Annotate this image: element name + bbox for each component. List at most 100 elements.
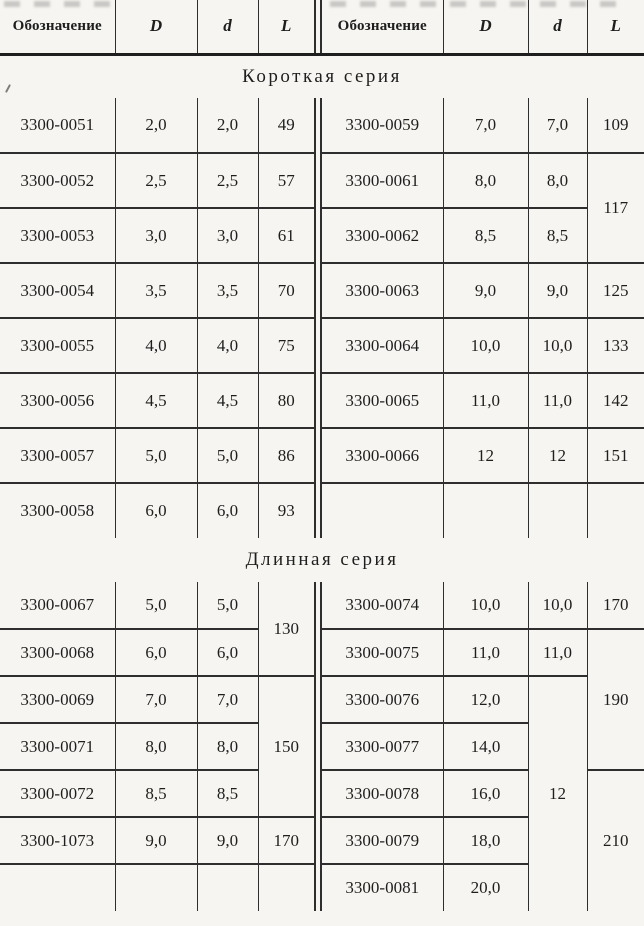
diameter-D-cell: 12 — [443, 428, 529, 484]
designation-cell: 3300-0074 — [321, 582, 444, 630]
diameter-d-cell: 11,0 — [528, 629, 588, 677]
length-L-cell: 70 — [258, 263, 315, 319]
center-divider — [314, 817, 322, 864]
diameter-d-cell: 9,0 — [197, 817, 259, 865]
table-row: 3300-0054 3,5 3,5 70 3300-0063 9,0 9,0 1… — [0, 263, 644, 319]
length-L-cell: 151 — [587, 428, 644, 484]
length-L-cell: 133 — [587, 318, 644, 374]
center-divider — [314, 582, 322, 629]
diameter-D-cell: 8,5 — [115, 770, 198, 818]
center-divider — [314, 373, 322, 428]
length-L-cell-merged: 210 — [603, 831, 629, 850]
center-divider — [314, 208, 322, 263]
table-row: 3300-0053 3,0 3,0 61 3300-0062 8,5 8,5 — [0, 208, 644, 264]
length-L-cell: 57 — [258, 153, 315, 209]
diameter-d-cell: 8,5 — [528, 208, 588, 264]
col-header-D-right: D — [443, 0, 529, 56]
designation-cell: 3300-0072 — [0, 770, 116, 818]
diameter-d-cell: 4,0 — [197, 318, 259, 374]
diameter-d-cell: 3,0 — [197, 208, 259, 264]
center-divider — [314, 770, 322, 817]
table-row: 3300-0069 7,0 7,0 150 3300-0076 12,0 12 — [0, 676, 644, 911]
center-divider — [314, 428, 322, 483]
col-header-designation-right: Обозначение — [321, 0, 444, 56]
diameter-D-cell: 6,0 — [115, 483, 198, 538]
col-header-d-right: d — [528, 0, 588, 56]
diameter-d-cell: 9,0 — [528, 263, 588, 319]
designation-cell: 3300-0056 — [0, 373, 116, 429]
center-divider — [314, 723, 322, 770]
designation-cell: 3300-0055 — [0, 318, 116, 374]
diameter-D-cell: 6,0 — [115, 629, 198, 677]
section-title-short-series: Короткая серия — [242, 65, 402, 87]
length-L-cell: 142 — [587, 373, 644, 429]
diameter-d-cell: 8,0 — [528, 153, 588, 209]
length-L-cell: 170 — [258, 817, 315, 865]
diameter-D-cell: 12,0 — [443, 676, 529, 724]
diameter-D-cell: 9,0 — [443, 263, 529, 319]
diameter-D-cell: 9,0 — [115, 817, 198, 865]
diameter-D-cell: 2,5 — [115, 153, 198, 209]
designation-cell: 3300-0079 — [321, 817, 444, 865]
designation-cell: 3300-0059 — [321, 98, 444, 154]
diameter-D-cell: 10,0 — [443, 582, 529, 630]
section-title-long-series: Длинная серия — [245, 549, 399, 570]
designation-cell: 3300-0069 — [0, 676, 116, 724]
designation-cell: 3300-0065 — [321, 373, 444, 429]
scan-artifact — [4, 1, 114, 7]
diameter-d-cell: 7,0 — [197, 676, 259, 724]
diameter-d-cell: 8,0 — [197, 723, 259, 771]
designation-cell: 3300-0081 — [321, 864, 444, 911]
length-L-cell: 109 — [587, 98, 644, 154]
diameter-D-cell: 5,0 — [115, 582, 198, 630]
col-header-L-right: L — [587, 0, 644, 56]
length-L-cell-merged: 150 — [258, 676, 315, 818]
col-header-d-left: d — [197, 0, 259, 56]
designation-cell: 3300-0051 — [0, 98, 116, 154]
table-row: 3300-0068 6,0 6,0 3300-0075 11,0 11,0 19… — [0, 629, 644, 771]
diameter-D-cell: 14,0 — [443, 723, 529, 771]
designation-cell: 3300-0053 — [0, 208, 116, 264]
col-header-L-left: L — [258, 0, 315, 56]
diameter-D-cell: 4,0 — [115, 318, 198, 374]
diameter-D-cell — [443, 483, 529, 538]
diameter-D-cell: 4,5 — [115, 373, 198, 429]
diameter-d-cell: 2,0 — [197, 98, 259, 154]
diameter-d-cell-merged: 12 — [528, 676, 588, 911]
table-row: 3300-0056 4,5 4,5 80 3300-0065 11,0 11,0… — [0, 373, 644, 429]
diameter-D-cell: 3,5 — [115, 263, 198, 319]
diameter-d-cell: 8,5 — [197, 770, 259, 818]
center-divider — [314, 864, 322, 911]
diameter-d-cell: 5,0 — [197, 582, 259, 630]
header-row: Обозначение D d L Обозначение D d L — [0, 0, 644, 56]
diameter-d-cell: 12 — [528, 428, 588, 484]
length-L-cell-merged: 190 — [587, 629, 644, 771]
diameter-D-cell: 16,0 — [443, 770, 529, 818]
center-divider — [314, 0, 322, 56]
diameter-D-cell: 7,0 — [115, 676, 198, 724]
diameter-D-cell: 18,0 — [443, 817, 529, 865]
center-divider — [314, 318, 322, 373]
center-divider — [314, 483, 322, 538]
col-header-designation-left: Обозначение — [0, 0, 116, 56]
designation-cell — [321, 483, 444, 538]
diameter-d-cell — [528, 483, 588, 538]
length-L-cell: 93 — [277, 501, 295, 520]
length-L-cell — [587, 483, 644, 538]
diameter-d-cell: 10,0 — [528, 318, 588, 374]
designation-cell: 3300-0076 — [321, 676, 444, 724]
designation-cell: 3300-0057 — [0, 428, 116, 484]
diameter-D-cell: 3,0 — [115, 208, 198, 264]
length-L-cell: 75 — [258, 318, 315, 374]
diameter-D-cell: 2,0 — [115, 98, 198, 154]
col-header-D-left: D — [115, 0, 198, 56]
table-row: 3300-0055 4,0 4,0 75 3300-0064 10,0 10,0… — [0, 318, 644, 374]
length-L-cell — [258, 864, 315, 911]
center-divider — [314, 629, 322, 676]
designation-cell: 3300-0077 — [321, 723, 444, 771]
designation-cell: 3300-0061 — [321, 153, 444, 209]
table-row: 3300-0071 8,0 8,0 3300-0077 14,0 — [0, 723, 644, 771]
table-row: 3300-0051 2,0 2,0 49 3300-0059 7,0 7,0 1… — [0, 98, 644, 154]
designation-cell: 3300-0066 — [321, 428, 444, 484]
designation-cell: 3300-1073 — [0, 817, 116, 865]
